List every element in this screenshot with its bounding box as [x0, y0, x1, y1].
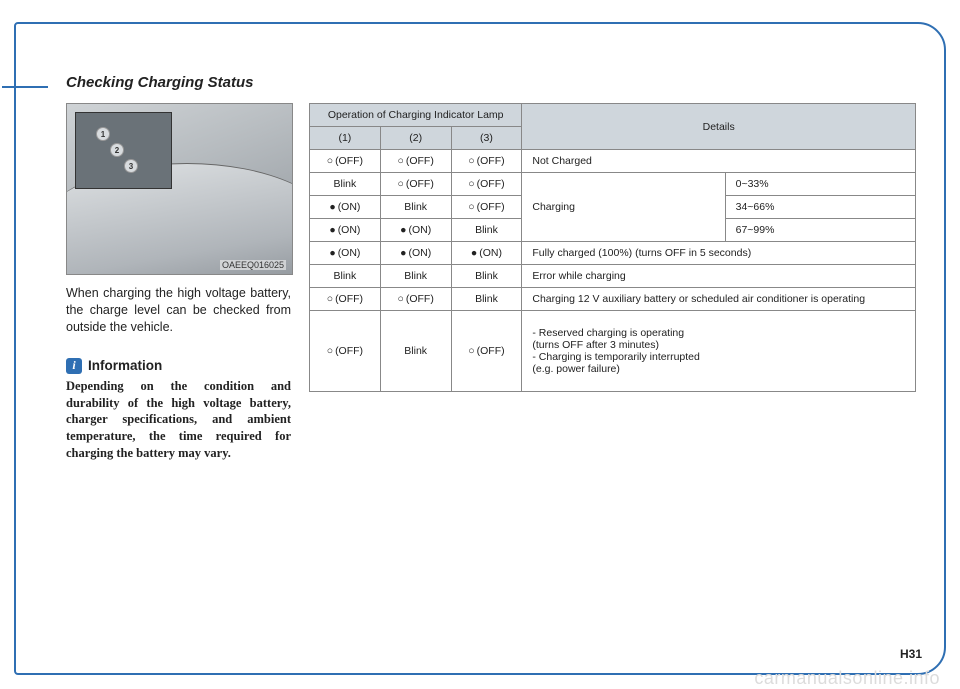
table-cell: Blink: [451, 219, 522, 242]
table-row: BlinkBlinkBlinkError while charging: [310, 265, 916, 288]
table-cell: Blink: [380, 311, 451, 392]
table-row: Blink(OFF)(OFF)Charging0~33%: [310, 173, 916, 196]
indicator-dot-2: 2: [110, 143, 124, 157]
page-number: H31: [900, 647, 922, 661]
info-heading: i Information: [66, 358, 291, 374]
indicator-dot-1: 1: [96, 127, 110, 141]
table-cell-detail: Error while charging: [522, 265, 916, 288]
table-cell: Blink: [451, 265, 522, 288]
info-icon: i: [66, 358, 82, 374]
body-paragraph: When charging the high voltage battery, …: [66, 285, 291, 336]
th-col3: (3): [451, 127, 522, 150]
th-col2: (2): [380, 127, 451, 150]
indicator-lamp-table: Operation of Charging Indicator Lamp Det…: [309, 103, 916, 392]
table-cell: (OFF): [451, 150, 522, 173]
table-cell: (OFF): [310, 288, 381, 311]
figure-inset: 1 2 3: [75, 112, 172, 189]
indicator-dot-3: 3: [124, 159, 138, 173]
th-operation: Operation of Charging Indicator Lamp: [310, 104, 522, 127]
left-column: 1 2 3 OAEEQ016025 When charging the high…: [66, 103, 291, 462]
table-row: (OFF)Blink(OFF)- Reserved charging is op…: [310, 311, 916, 392]
table-cell: (ON): [310, 242, 381, 265]
table-cell: (OFF): [451, 173, 522, 196]
table-cell: Blink: [310, 265, 381, 288]
table-cell: (ON): [451, 242, 522, 265]
table-cell: (OFF): [380, 173, 451, 196]
page-title: Checking Charging Status: [66, 74, 916, 91]
table-cell-detail: 0~33%: [725, 173, 915, 196]
table-cell: (OFF): [380, 150, 451, 173]
table-cell: (OFF): [451, 196, 522, 219]
table-cell-group: Charging: [522, 173, 725, 242]
table-cell: (OFF): [451, 311, 522, 392]
table-cell: Blink: [380, 265, 451, 288]
table-row: (OFF)(OFF)BlinkCharging 12 V auxiliary b…: [310, 288, 916, 311]
table-cell: Blink: [310, 173, 381, 196]
th-col1: (1): [310, 127, 381, 150]
table-row: (ON)(ON)(ON)Fully charged (100%) (turns …: [310, 242, 916, 265]
table-cell-detail: Fully charged (100%) (turns OFF in 5 sec…: [522, 242, 916, 265]
content-columns: 1 2 3 OAEEQ016025 When charging the high…: [66, 103, 916, 462]
info-paragraph: Depending on the condition and durabilit…: [66, 378, 291, 462]
table-cell: (OFF): [310, 150, 381, 173]
th-details: Details: [522, 104, 916, 150]
page-frame: Checking Charging Status 1 2 3 OAEEQ0160…: [14, 22, 946, 675]
table-cell: (ON): [380, 242, 451, 265]
right-column: Operation of Charging Indicator Lamp Det…: [309, 103, 916, 462]
info-label: Information: [88, 358, 162, 373]
vehicle-figure: 1 2 3 OAEEQ016025: [66, 103, 293, 275]
table-cell: (OFF): [310, 311, 381, 392]
table-cell: Blink: [380, 196, 451, 219]
table-cell-detail: Charging 12 V auxiliary battery or sched…: [522, 288, 916, 311]
table-cell: (OFF): [380, 288, 451, 311]
table-cell: Blink: [451, 288, 522, 311]
table-cell: (ON): [310, 219, 381, 242]
table-cell-detail: Not Charged: [522, 150, 916, 173]
table-cell-detail: - Reserved charging is operating (turns …: [522, 311, 916, 392]
table-cell-detail: 67~99%: [725, 219, 915, 242]
watermark: carmanualsonline.info: [754, 668, 940, 689]
table-row: (OFF)(OFF)(OFF)Not Charged: [310, 150, 916, 173]
figure-code: OAEEQ016025: [220, 260, 286, 270]
table-cell: (ON): [310, 196, 381, 219]
table-cell-detail: 34~66%: [725, 196, 915, 219]
table-cell: (ON): [380, 219, 451, 242]
